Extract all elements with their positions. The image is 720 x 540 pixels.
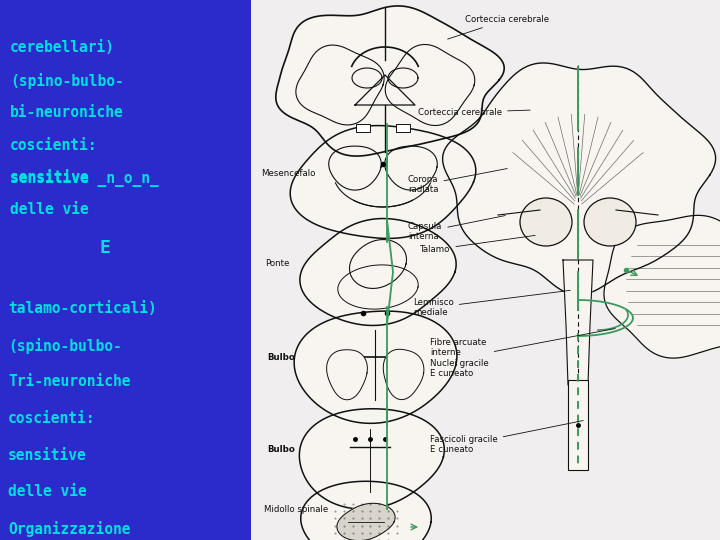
Text: Corteccia cerebrale: Corteccia cerebrale [448, 15, 549, 39]
Bar [396, 124, 410, 132]
Text: (spino-bulbo-: (spino-bulbo- [8, 338, 122, 354]
Polygon shape [300, 219, 456, 326]
Polygon shape [301, 481, 431, 540]
Text: Fascicoli gracile
E cuneato: Fascicoli gracile E cuneato [430, 421, 583, 454]
Bar [356, 124, 370, 132]
Text: bi-neuroniche: bi-neuroniche [10, 105, 124, 120]
Text: Fibre arcuate
interne
Nuclei gracile
E cuneato: Fibre arcuate interne Nuclei gracile E c… [430, 328, 616, 378]
Text: Ponte: Ponte [265, 260, 289, 268]
Text: coscienti:: coscienti: [8, 411, 96, 426]
Text: sensitive ̲n̲o̲n̲: sensitive ̲n̲o̲n̲ [10, 170, 158, 187]
Polygon shape [563, 260, 593, 385]
Bar [568, 380, 588, 470]
Ellipse shape [584, 198, 636, 246]
Text: sensitive: sensitive [10, 170, 97, 185]
Text: Talamo: Talamo [420, 235, 535, 254]
Text: cerebellari): cerebellari) [10, 40, 115, 56]
Polygon shape [294, 311, 457, 423]
Text: Lemnisco
mediale: Lemnisco mediale [413, 291, 570, 318]
Text: E: E [100, 239, 111, 258]
Polygon shape [337, 503, 395, 540]
Text: Bulbo: Bulbo [267, 444, 295, 454]
Text: Mesencefalo: Mesencefalo [261, 170, 315, 179]
Polygon shape [276, 6, 504, 156]
Ellipse shape [520, 198, 572, 246]
Text: Tri-neuroniche: Tri-neuroniche [8, 374, 130, 389]
Text: delle vie: delle vie [10, 202, 89, 218]
Text: Organizzazione: Organizzazione [8, 521, 130, 537]
Polygon shape [290, 126, 476, 239]
Text: sensitive: sensitive [8, 448, 86, 463]
Text: Midollo spinale: Midollo spinale [264, 505, 328, 515]
Polygon shape [300, 409, 444, 509]
Text: delle vie: delle vie [8, 484, 86, 500]
Text: coscienti:: coscienti: [10, 138, 97, 153]
Text: Bulbo: Bulbo [267, 353, 295, 361]
Text: talamo-corticali): talamo-corticali) [8, 301, 157, 316]
Bar [0, 0, 251, 540]
Text: Corona
radiata: Corona radiata [408, 168, 508, 194]
Text: (spino-bulbo-: (spino-bulbo- [10, 73, 124, 89]
Polygon shape [443, 63, 716, 295]
Text: Capsula
interna: Capsula interna [408, 215, 505, 241]
Polygon shape [604, 215, 720, 358]
Text: Corteccia cerebrale: Corteccia cerebrale [418, 108, 530, 117]
